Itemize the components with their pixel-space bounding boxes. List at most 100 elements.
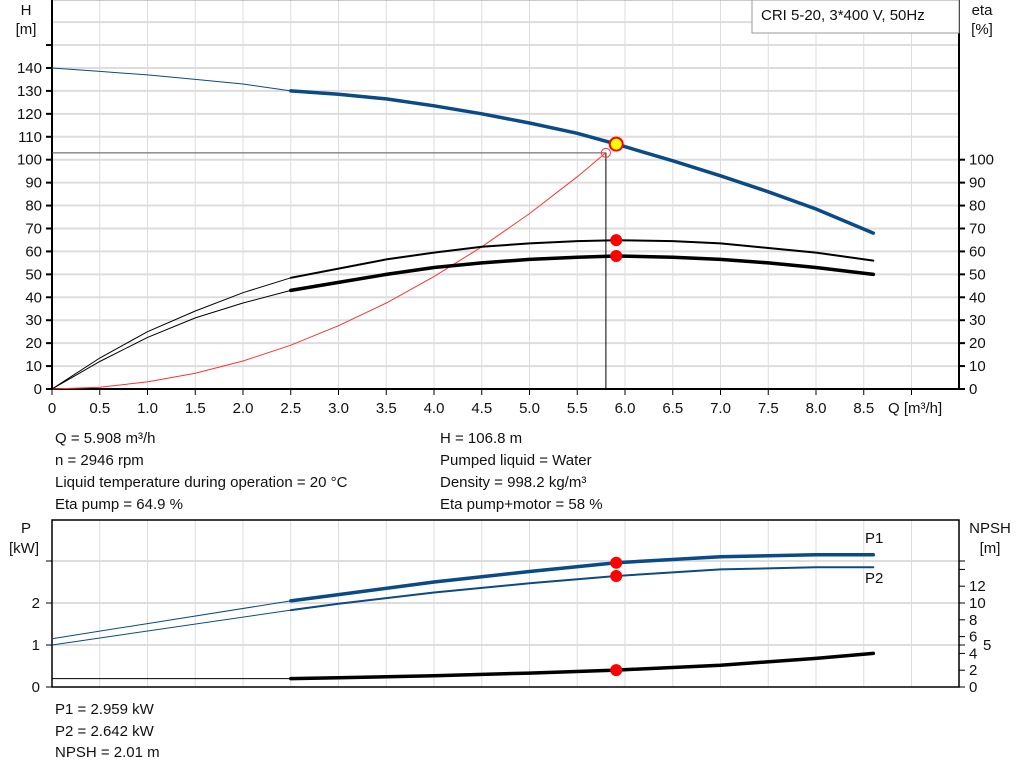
info-p2: P2 = 2.642 kW [55,723,154,740]
info-eta-pump-motor: Eta pump+motor = 58 % [440,496,603,513]
x-tick-label: 6.0 [615,400,636,417]
p-tick-label: 1 [32,637,40,654]
x-tick-label: 0.5 [89,400,110,417]
y-tick-label: 130 [17,83,42,100]
top-grid [51,0,960,390]
eta-axis-label: eta [972,2,994,19]
eta-tick-label: 20 [969,335,986,352]
p-axis-label: P [21,520,31,537]
head-curve [289,89,876,235]
p-tick-label: 0 [32,679,40,696]
title-box-text: CRI 5-20, 3*400 V, 50Hz [761,7,925,24]
axis-labels: 0102030405060708090100110120130140010203… [9,2,1011,696]
x-tick-label: 5.0 [519,400,540,417]
eta-pump-motor-curve-thin [51,289,291,390]
system-point [600,147,611,158]
p2-curve-thin [51,609,291,646]
x-tick-label: 4.0 [424,400,445,417]
p1-point [610,556,623,569]
eta-pump-motor-curve [289,254,876,293]
info-liquid: Pumped liquid = Water [440,452,592,469]
eta-tick-label: 30 [969,312,986,329]
title-box [751,0,960,34]
x-tick-label: 8.0 [806,400,827,417]
y-axis-unit: [m] [16,21,37,38]
bottom-grid [51,519,960,688]
x-axis-label: Q [m³/h] [888,400,942,417]
x-tick-label: 7.0 [710,400,731,417]
x-tick-label: 3.0 [328,400,349,417]
y-tick-label: 120 [17,106,42,123]
head-curve-thin [51,67,291,92]
x-tick-label: 0 [48,400,56,417]
eta-pump-curve [289,239,875,279]
y-tick-label: 50 [25,266,42,283]
eta-tick-label: 40 [969,289,986,306]
y-tick-label: 10 [25,358,42,375]
info-eta-pump: Eta pump = 64.9 % [55,496,183,513]
p2-label: P2 [865,570,883,587]
y-tick-label: 30 [25,312,42,329]
npsh-point [610,664,623,677]
info-p1: P1 = 2.959 kW [55,701,154,718]
x-tick-label: 7.5 [758,400,779,417]
eta-tick-label: 90 [969,175,986,192]
duty-point [608,136,624,152]
y-tick-label: 0 [34,381,42,398]
eta-tick-label: 10 [969,358,986,375]
eta-pump-curve-thin [51,277,291,390]
npsh-tick-label: 0 [969,679,977,696]
x-tick-label: 1.5 [185,400,206,417]
system-curve [51,152,607,390]
y-tick-label: 100 [17,152,42,169]
x-tick-label: 8.5 [853,400,874,417]
info-n: n = 2946 rpm [55,452,144,469]
info-h: H = 106.8 m [440,430,523,447]
npsh-tick-label: 4 [969,645,977,662]
eta-tick-label: 50 [969,266,986,283]
y-tick-label: 90 [25,175,42,192]
p1-label: P1 [865,530,883,547]
x-tick-label: 3.5 [376,400,397,417]
p2-point [610,570,623,583]
npsh-curve [289,651,876,681]
npsh-tick-label: 6 [969,629,977,646]
p2-curve [289,566,875,612]
info-q: Q = 5.908 m³/h [55,430,156,447]
info-temp: Liquid temperature during operation = 20… [55,474,348,491]
p-tick-label: 2 [32,595,40,612]
x-tick-label: 2.5 [280,400,301,417]
eta-point [610,250,623,263]
x-tick-label: 6.5 [662,400,683,417]
npsh-tick-label: 5 [983,637,991,654]
eta-tick-label: 70 [969,220,986,237]
bottom-curves [51,552,876,681]
npsh-axis-label: NPSH [969,520,1011,537]
top-curves [51,67,876,390]
info-npsh: NPSH = 2.01 m [55,744,160,761]
npsh-tick-label: 10 [969,595,986,612]
p1-curve [289,552,876,603]
y-tick-label: 80 [25,198,42,215]
npsh-tick-label: 8 [969,612,977,629]
x-tick-label: 1.0 [137,400,158,417]
y-axis-label: H [21,2,32,19]
y-tick-label: 140 [17,60,42,77]
eta-point [610,234,623,247]
x-tick-label: 2.0 [233,400,254,417]
eta-tick-label: 0 [969,381,977,398]
eta-tick-label: 80 [969,198,986,215]
npsh-axis-unit: [m] [980,540,1001,557]
npsh-tick-label: 2 [969,662,977,679]
p-axis-unit: [kW] [9,540,39,557]
y-tick-label: 110 [18,129,42,146]
eta-tick-label: 100 [969,152,994,169]
eta-axis-unit: [%] [971,21,993,38]
y-tick-label: 70 [25,220,42,237]
y-tick-label: 40 [25,289,42,306]
npsh-tick-label: 12 [969,578,986,595]
x-tick-label: 5.5 [567,400,588,417]
y-tick-label: 60 [25,243,42,260]
y-tick-label: 20 [25,335,42,352]
